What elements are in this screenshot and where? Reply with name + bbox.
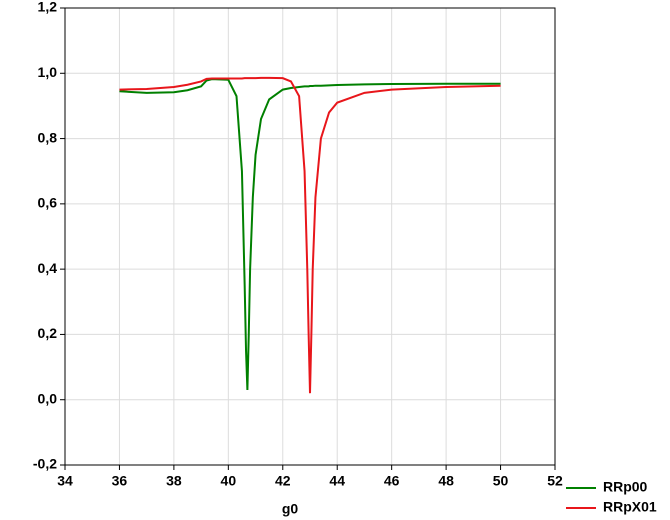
- y-tick-label: 0,0: [38, 390, 58, 406]
- x-tick-label: 42: [275, 473, 291, 489]
- data-line: [119, 76, 501, 394]
- plot-frame: [64, 7, 556, 466]
- x-tick-label: 38: [166, 473, 182, 489]
- x-tick-label: 48: [438, 473, 454, 489]
- y-tick-label: 1,2: [38, 0, 58, 15]
- legend-label: RRpX01: [603, 499, 657, 515]
- y-tick-label: 1,0: [38, 64, 58, 80]
- x-tick-label: 50: [493, 473, 509, 489]
- y-tick-label: -0,2: [33, 456, 57, 472]
- x-tick-label: 44: [329, 473, 345, 489]
- x-tick-label: 52: [547, 473, 563, 489]
- y-tick-label: 0,2: [38, 325, 58, 341]
- y-tick-label: 0,8: [38, 129, 58, 145]
- x-tick-label: 36: [112, 473, 128, 489]
- data-line: [119, 78, 501, 390]
- x-axis-label: g0: [282, 501, 299, 517]
- x-tick-label: 34: [57, 473, 73, 489]
- y-tick-label: 0,4: [38, 260, 58, 276]
- y-tick-label: 0,6: [38, 195, 58, 211]
- legend-label: RRp00: [603, 479, 648, 495]
- x-tick-label: 46: [384, 473, 400, 489]
- x-tick-label: 40: [221, 473, 237, 489]
